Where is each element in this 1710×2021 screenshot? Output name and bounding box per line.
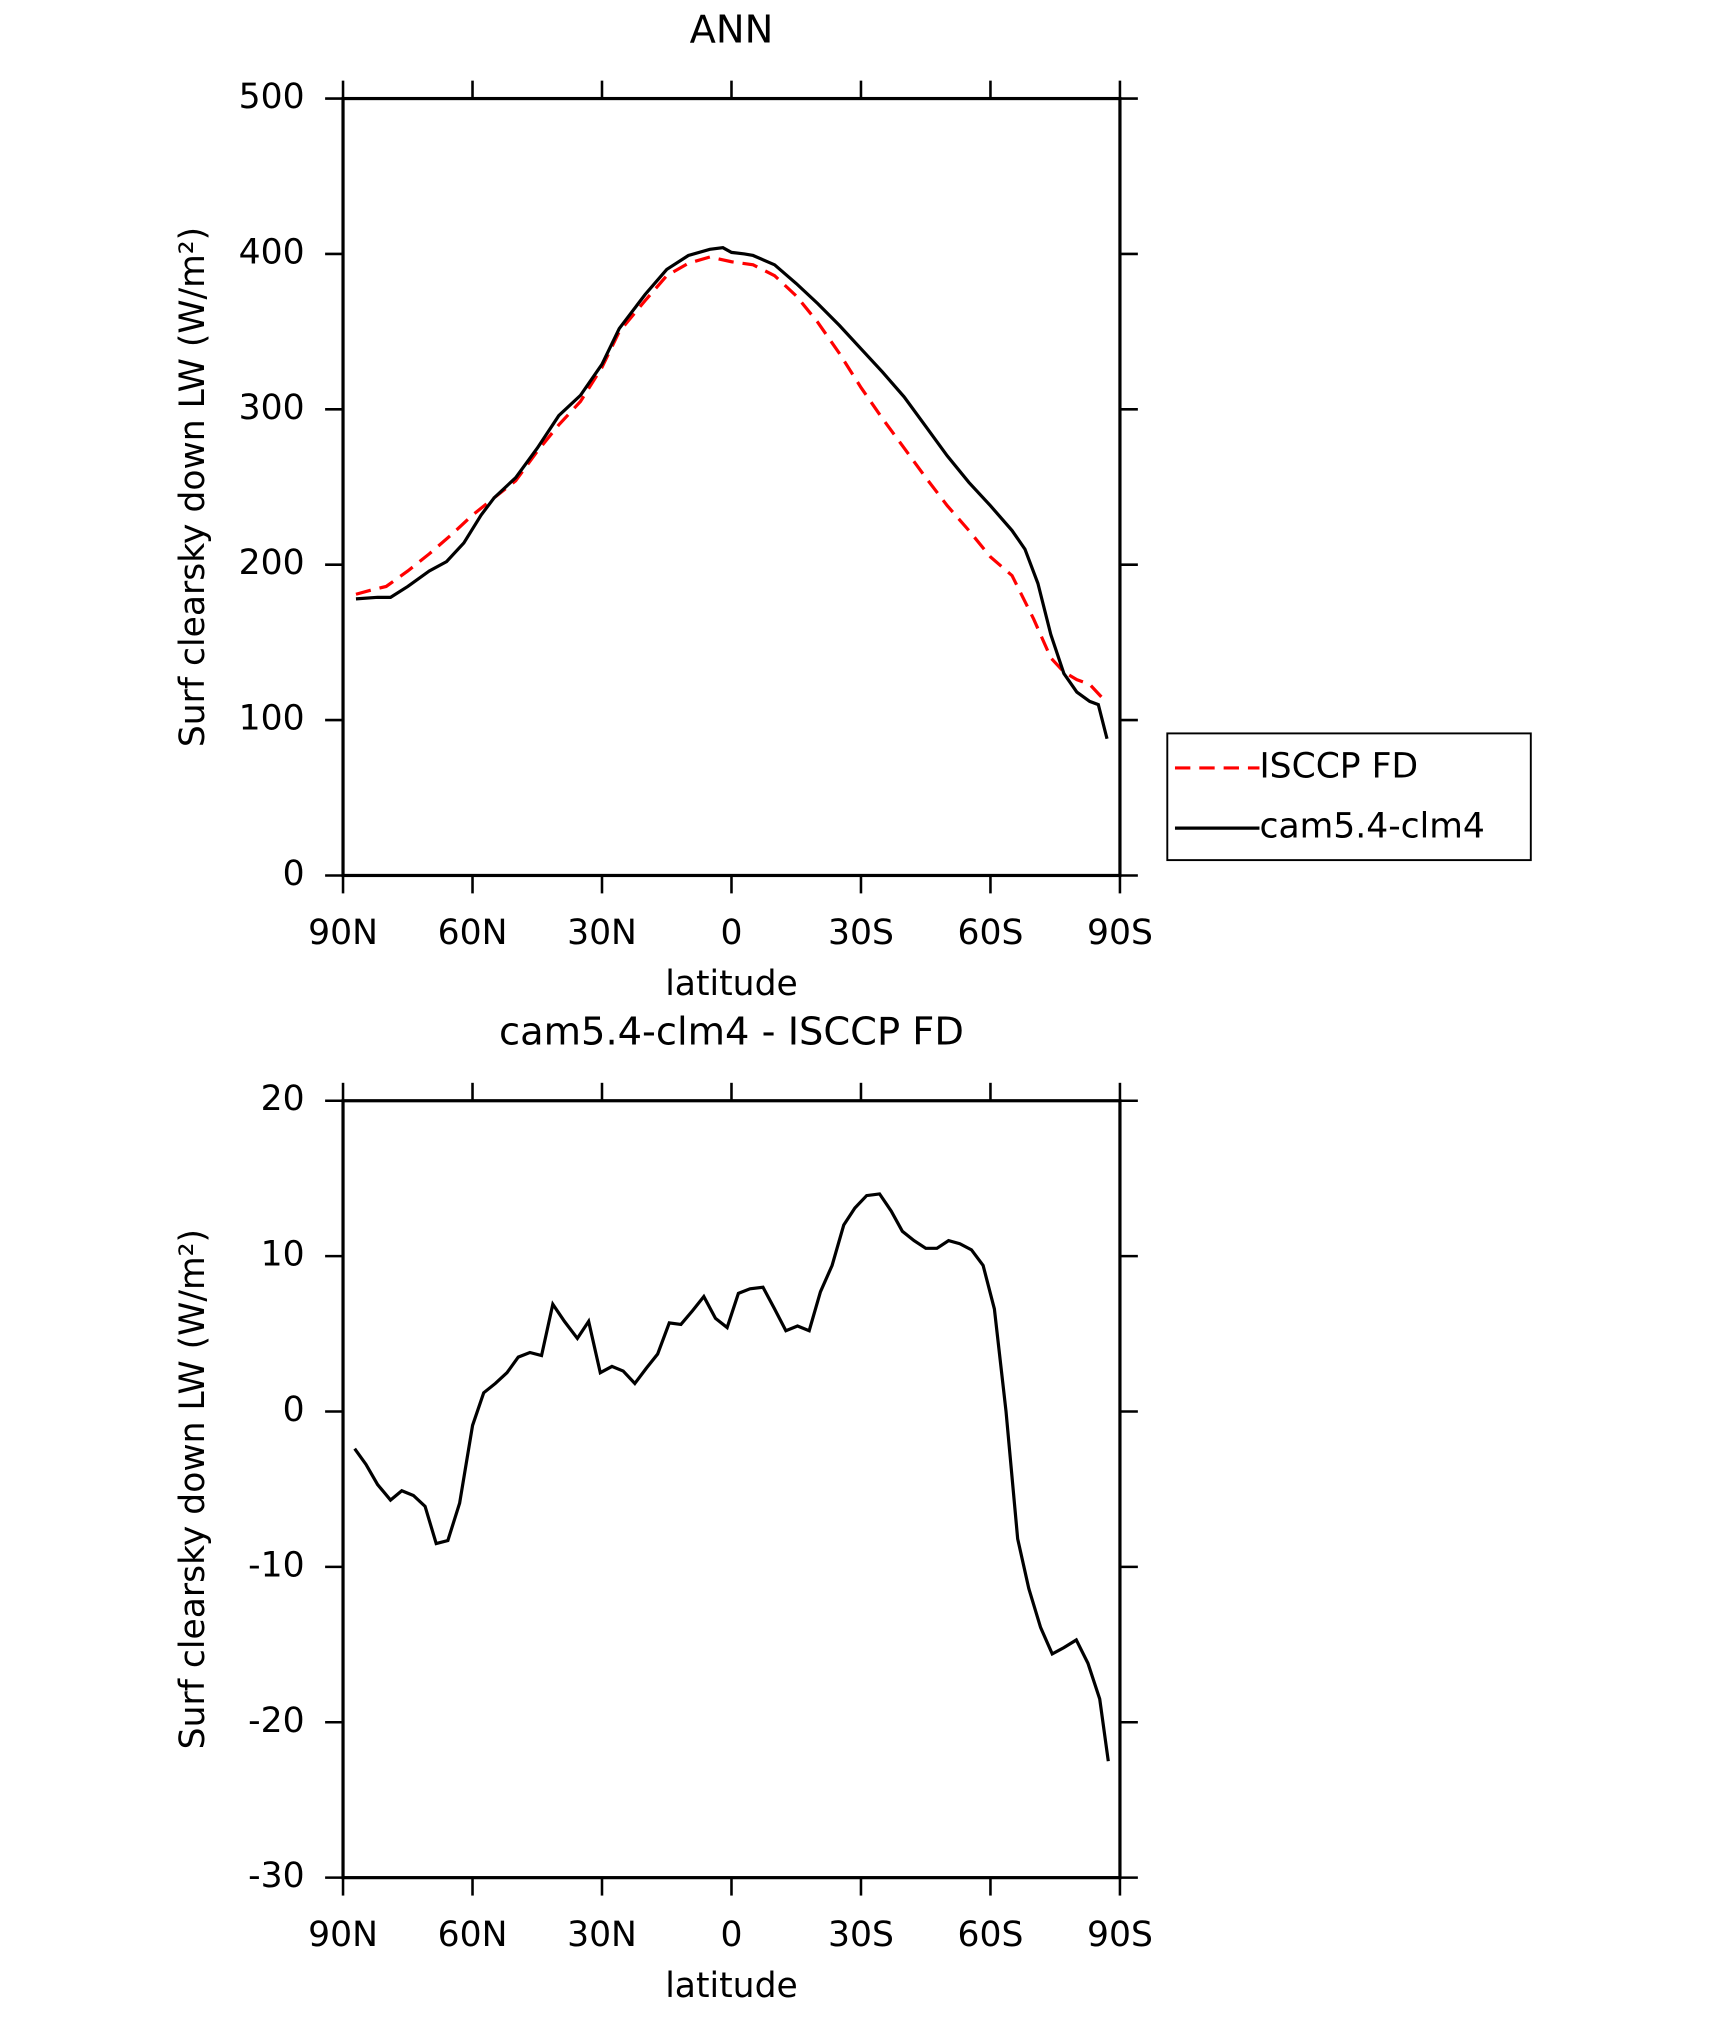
- x-tick-label: 30N: [567, 913, 637, 953]
- x-tick-label: 30N: [567, 1915, 637, 1955]
- x-tick-label: 60S: [958, 1915, 1024, 1955]
- data-line: [353, 1192, 1110, 1762]
- plot-frame: [341, 96, 1122, 878]
- y-tick-label: 200: [239, 543, 305, 583]
- y-tick-label: 20: [261, 1079, 305, 1119]
- legend-label: ISCCP FD: [1259, 746, 1418, 786]
- chart-title: cam5.4-clm4 - ISCCP FD: [499, 1010, 964, 1055]
- x-tick-label: 0: [720, 1915, 742, 1955]
- x-tick-label: 0: [720, 913, 742, 953]
- x-tick-label: 60N: [438, 1915, 508, 1955]
- y-axis-label: Surf clearsky down LW (W/m²): [173, 227, 213, 747]
- x-tick-label: 60N: [438, 913, 508, 953]
- legend-label: cam5.4-clm4: [1259, 807, 1484, 847]
- y-axis-label: Surf clearsky down LW (W/m²): [173, 1229, 213, 1749]
- legend-box: [1166, 732, 1532, 862]
- y-tick-label: 10: [261, 1235, 305, 1275]
- y-tick-label: 500: [239, 77, 305, 117]
- x-tick-label: 90S: [1087, 1915, 1153, 1955]
- y-tick-label: 400: [239, 232, 305, 272]
- y-tick-label: 100: [239, 699, 305, 739]
- y-tick-label: -10: [248, 1545, 304, 1585]
- x-tick-label: 30S: [828, 1915, 894, 1955]
- y-tick-label: 0: [283, 1390, 305, 1430]
- chart-title: ANN: [690, 7, 774, 52]
- data-line: [355, 255, 1109, 705]
- x-tick-label: 90N: [308, 913, 378, 953]
- y-tick-label: 0: [283, 854, 305, 894]
- y-tick-label: -30: [248, 1856, 304, 1896]
- x-tick-label: 90S: [1087, 913, 1153, 953]
- x-tick-label: 30S: [828, 913, 894, 953]
- x-axis-label: latitude: [665, 964, 798, 1004]
- x-axis-label: latitude: [665, 1966, 798, 2006]
- x-tick-label: 90N: [308, 1915, 378, 1955]
- plot-frame: [341, 1099, 1122, 1880]
- y-tick-label: 300: [239, 388, 305, 428]
- x-tick-label: 60S: [958, 913, 1024, 953]
- y-tick-label: -20: [248, 1701, 304, 1741]
- data-line: [355, 246, 1109, 740]
